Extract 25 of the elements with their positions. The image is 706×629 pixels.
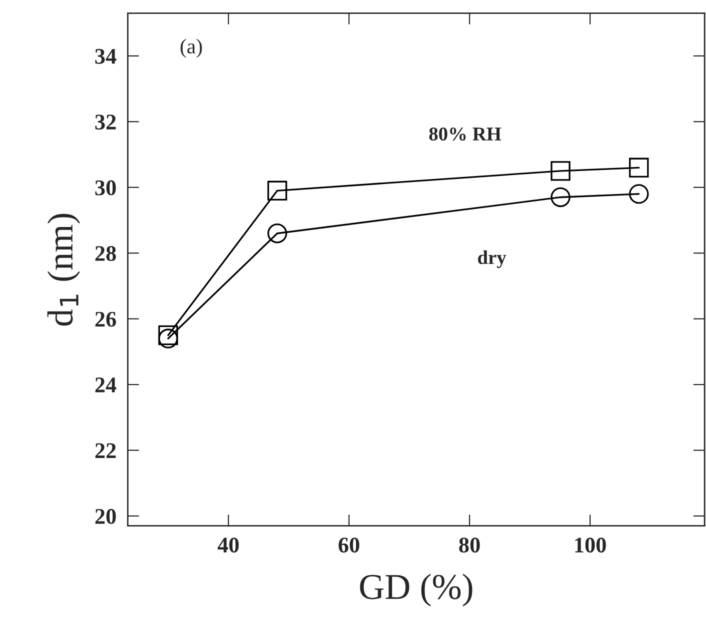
y-tick-label: 24 (95, 378, 116, 392)
y-tick-label: 32 (95, 114, 116, 130)
point (267, 224, 288, 244)
y-tick-label: 30 (95, 180, 116, 196)
y-tick-label: 28 (95, 246, 116, 262)
y-tick-label: 22 (95, 443, 116, 458)
y-tick-label: 26 (95, 312, 116, 327)
point (550, 161, 570, 181)
point (629, 184, 649, 204)
x-tick-label: 40 (218, 538, 239, 553)
x-axis-title: GD (%) (360, 574, 472, 607)
x-tick-label: 100 (575, 538, 606, 553)
x-tick-label: 60 (338, 538, 360, 553)
y-axis-title: d$_{1}$ (nm) (47, 214, 80, 326)
text: dry (478, 250, 506, 268)
point (158, 328, 178, 348)
annotation: (a) (180, 38, 202, 58)
x-tick-label: 80 (459, 538, 480, 553)
point (158, 325, 178, 346)
y-tick-label: 20 (95, 508, 116, 524)
point (629, 158, 649, 178)
y-tick-label: 34 (95, 48, 116, 64)
point (550, 187, 570, 208)
series-label: 80% RH (429, 127, 502, 141)
point (267, 180, 288, 201)
